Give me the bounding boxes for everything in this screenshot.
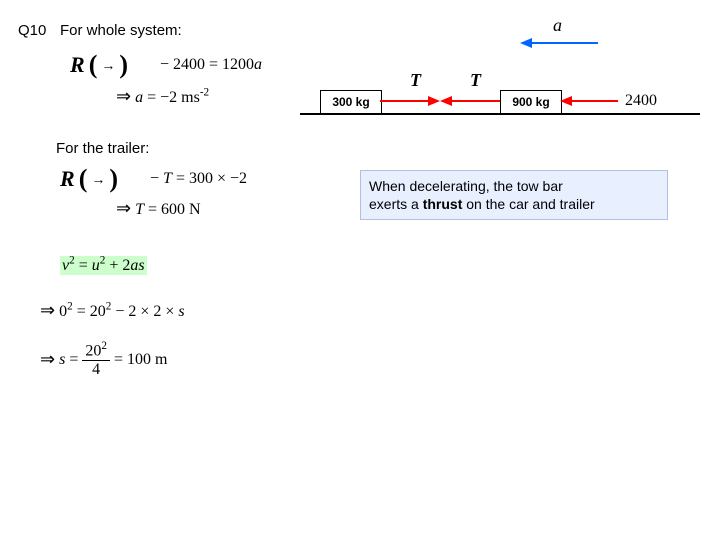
paren-close: ) [119,52,128,78]
force-label: 2400 [625,92,657,110]
eq-trailer-2a: T [135,201,144,218]
eq-trailer-1b: = 300 × −2 [172,170,247,187]
R-symbol-2: R [60,166,75,192]
resolve-marker-whole: R ( → ) [70,52,128,78]
eq-whole-2c: -2 [200,87,209,99]
force-arrow-icon [560,94,620,108]
t-arrow-right-icon [378,94,440,108]
eq-trailer-line1: − T = 300 × −2 [150,170,247,188]
note-line2a: exerts a [369,196,423,212]
arrow-right-icon-2: → [91,172,105,186]
trailer-box: 300 kg [320,90,382,114]
suvat-rest: + 2 [105,257,130,274]
plug-rhs-a: = 20 [73,303,106,320]
plug-lhs: 0 [59,303,67,320]
plug-rhs-b: − 2 × 2 × [111,303,178,320]
R-symbol: R [70,52,85,78]
note-line2b: on the car and trailer [462,196,594,212]
plug-s: s [178,303,184,320]
eq-whole-line1: − 2400 = 1200a [160,56,262,74]
resolve-marker-trailer: R ( → ) [60,166,118,192]
final-s: s [59,351,65,369]
accel-arrow-icon [520,36,600,50]
t-label-left: T [410,70,421,91]
eq-whole-2a: a [135,89,143,106]
note-thrust: thrust [423,196,463,212]
note-line1: When decelerating, the tow bar [369,178,563,194]
arrow-right-icon: → [101,58,115,72]
eq-trailer-2b: = 600 N [144,201,201,218]
implies-icon-2: ⇒ [116,198,131,218]
t-label-right: T [470,70,481,91]
t-arrow-left-icon [440,94,502,108]
paren-close-2: ) [109,166,118,192]
final-fraction: 202 4 [82,340,110,379]
question-label: Q10 [18,22,46,39]
paren-open: ( [89,52,98,78]
suvat-final: ⇒ s = 202 4 = 100 m [40,340,167,379]
eq-trailer-1a: − [150,170,163,187]
suvat-formula: v2 = u2 + 2as [60,255,147,275]
car-box: 900 kg [500,90,562,114]
eq-whole-1-text: − 2400 = 1200 [160,56,254,73]
trailer-heading: For the trailer: [56,140,149,157]
eq-whole-line2: ⇒ a = −2 ms-2 [116,86,209,107]
final-eq: = [69,351,78,369]
final-den: 4 [82,361,110,379]
paren-open-2: ( [79,166,88,192]
eq-trailer-line2: ⇒ T = 600 N [116,198,201,219]
final-num-sup: 2 [101,340,107,352]
suvat-plug: ⇒ 02 = 202 − 2 × 2 × s [40,300,185,321]
implies-icon: ⇒ [116,86,131,106]
eq-whole-a: a [254,56,262,73]
accel-label: a [553,15,562,36]
final-tail: = 100 m [114,351,167,369]
final-num: 20 [85,342,101,359]
whole-system-heading: For whole system: [60,22,182,39]
suvat-u: u [92,257,100,274]
implies-icon-4: ⇒ [40,349,55,370]
suvat-s: s [138,257,144,274]
eq-whole-2b: = −2 ms [143,89,200,106]
suvat-eq: = [75,257,92,274]
eq-trailer-1T: T [163,170,172,187]
note-box: When decelerating, the tow bar exerts a … [360,170,668,220]
implies-icon-3: ⇒ [40,300,55,320]
